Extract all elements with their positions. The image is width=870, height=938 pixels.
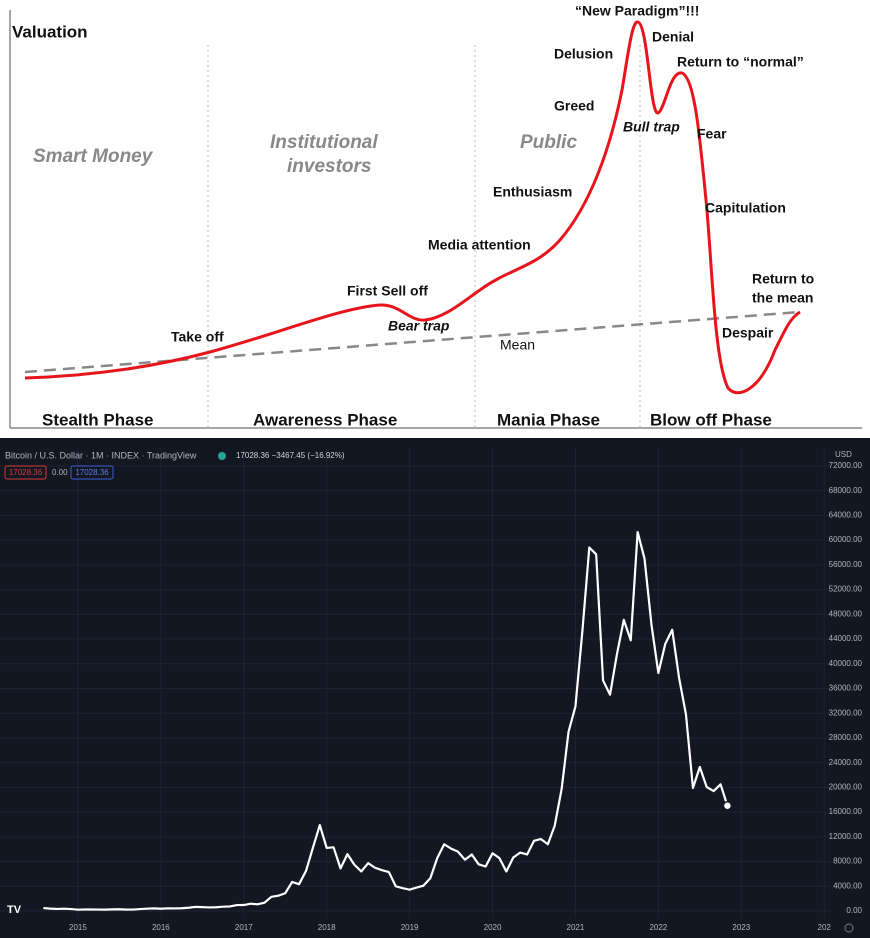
badge-text: 0.00 [52, 468, 68, 477]
y-tick-label: 48000.00 [829, 609, 863, 618]
chart-subtitle: 17028.36 −3467.45 (−16.92%) [236, 451, 345, 460]
y-tick-label: 0.00 [846, 906, 862, 915]
badge-text: 17028.36 [75, 468, 109, 477]
y-tick-label: 32000.00 [829, 708, 863, 717]
phase-label: Stealth Phase [42, 410, 154, 429]
logo: TV [7, 904, 22, 916]
phase-label: Awareness Phase [253, 410, 397, 429]
stage-label: Return to “normal” [677, 54, 804, 70]
stage-label: the mean [752, 290, 813, 306]
group-label: Institutional [270, 132, 378, 153]
x-tick-label: 2016 [152, 923, 170, 932]
y-tick-label: 4000.00 [833, 881, 862, 890]
y-tick-label: 24000.00 [829, 758, 863, 767]
phase-label: Blow off Phase [650, 410, 772, 429]
group-label: Public [520, 132, 577, 153]
axis-label: Valuation [12, 22, 88, 41]
x-tick-label: 2022 [649, 923, 667, 932]
grid [0, 448, 830, 918]
currency: USD [835, 450, 852, 459]
stage-label: Take off [171, 329, 224, 345]
last-point [722, 800, 733, 811]
cycle-curve [24, 20, 801, 395]
price-line [43, 530, 729, 911]
y-tick-label: 28000.00 [829, 733, 863, 742]
y-tick-label: 12000.00 [829, 832, 863, 841]
y-tick-label: 16000.00 [829, 807, 863, 816]
stage-label: Denial [652, 29, 694, 45]
x-tick-label: 2021 [567, 923, 585, 932]
y-tick-label: 8000.00 [833, 857, 862, 866]
stage-label: Return to [752, 271, 814, 287]
y-tick-label: 56000.00 [829, 560, 863, 569]
chart-title: Bitcoin / U.S. Dollar · 1M · INDEX · Tra… [5, 450, 197, 460]
stage-label: Enthusiasm [493, 184, 572, 200]
group-label: investors [287, 156, 371, 177]
group-label: Smart Money [33, 146, 154, 167]
badge [4, 465, 47, 480]
y-tick-label: 72000.00 [829, 461, 863, 470]
x-tick-label: 2017 [235, 923, 253, 932]
stage-label: Mean [500, 337, 535, 353]
y-tick-label: 20000.00 [829, 782, 863, 791]
stage-label: First Sell off [347, 283, 428, 299]
x-tick-label: 2019 [401, 923, 419, 932]
y-tick-label: 44000.00 [829, 634, 863, 643]
stage-label: Delusion [554, 46, 613, 62]
stage-label: Media attention [428, 237, 531, 253]
y-tick-label: 60000.00 [829, 535, 863, 544]
x-tick-label: 2023 [732, 923, 750, 932]
y-tick-label: 64000.00 [829, 510, 863, 519]
stage-label: Despair [722, 325, 774, 341]
stage-label: Capitulation [705, 200, 786, 216]
x-tick-label: 202 [818, 923, 832, 932]
x-tick-label: 2018 [318, 923, 336, 932]
y-tick-label: 36000.00 [829, 684, 863, 693]
stage-label: Fear [697, 126, 727, 142]
stage-label: “New Paradigm”!!! [575, 3, 699, 19]
stage-label: Bull trap [623, 119, 680, 135]
y-tick-label: 40000.00 [829, 659, 863, 668]
y-tick-label: 52000.00 [829, 585, 863, 594]
mean-line [24, 310, 801, 374]
badge-text: 17028.36 [9, 468, 43, 477]
x-tick-label: 2015 [69, 923, 87, 932]
settings-icon[interactable] [844, 923, 854, 933]
stage-label: Greed [554, 98, 594, 114]
x-tick-label: 2020 [484, 923, 502, 932]
phase-label: Mania Phase [497, 410, 600, 429]
badge [70, 465, 114, 480]
y-tick-label: 68000.00 [829, 486, 863, 495]
stage-label: Bear trap [388, 318, 450, 334]
phase-dividers [207, 45, 641, 428]
status-dot [218, 452, 226, 460]
